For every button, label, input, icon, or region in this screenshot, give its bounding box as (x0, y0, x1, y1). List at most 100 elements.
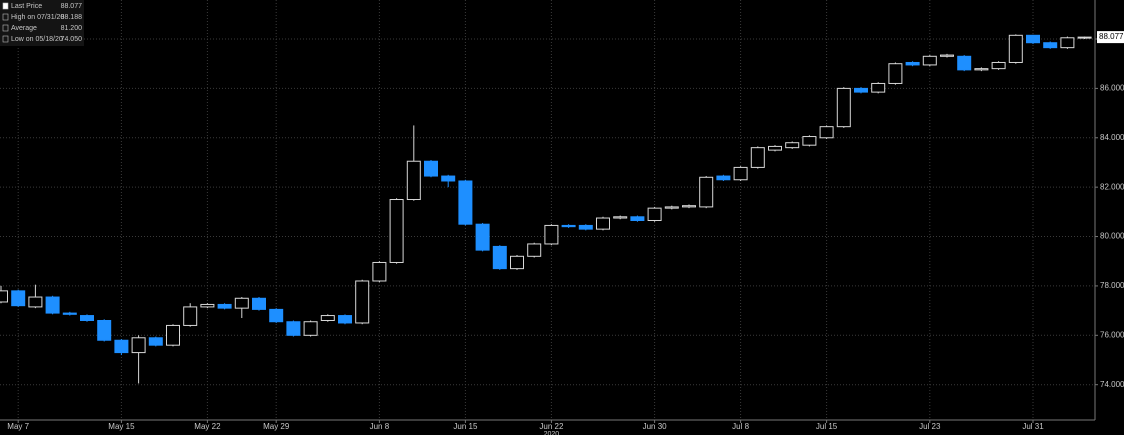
x-tick-label: Jun 30 (643, 422, 668, 431)
legend-label: Last Price (11, 3, 42, 10)
candle-body (613, 216, 628, 219)
candle-body (1043, 42, 1058, 49)
candle-body (389, 199, 404, 263)
y-tick-label: 76.000 (1100, 330, 1124, 339)
candle-body (492, 245, 507, 270)
candle-body (269, 308, 284, 323)
candle-body (166, 324, 180, 346)
candle-body (475, 223, 490, 251)
candle-body (819, 126, 834, 139)
candle-body (596, 217, 610, 230)
candle-body (28, 296, 43, 308)
candle-body (630, 216, 645, 221)
x-tick-label: May 22 (194, 422, 221, 431)
candle-body (200, 303, 215, 308)
candle-body (424, 160, 438, 177)
candle-body (664, 206, 679, 209)
candle-body (45, 296, 60, 314)
x-tick-label: Jul 8 (732, 422, 749, 431)
candle-body (286, 321, 301, 336)
candle-body (768, 145, 782, 151)
candle-body (527, 243, 542, 257)
candle-body (699, 176, 714, 208)
candle-body (733, 166, 748, 181)
candle-body (991, 61, 1006, 70)
candle-body (922, 55, 937, 66)
candle-body (802, 136, 817, 146)
x-tick-label: Jul 23 (919, 422, 941, 431)
x-tick-label: Jun 15 (453, 422, 478, 431)
x-tick-label: Jun 8 (370, 422, 390, 431)
legend-icon (2, 35, 9, 43)
legend-icon (2, 24, 9, 32)
candle-body (80, 315, 94, 321)
candle-body (217, 303, 232, 309)
candle-body (183, 306, 198, 326)
legend-value: 74.050 (61, 36, 83, 43)
legend-value: 88.188 (61, 14, 83, 21)
candle-body (957, 55, 972, 71)
candle-body (561, 224, 576, 228)
last-price-tag (1097, 31, 1124, 44)
y-tick-label: 78.000 (1100, 281, 1124, 290)
candle-body (1026, 34, 1040, 44)
candle-body (1077, 36, 1092, 39)
x-tick-label: Jul 15 (816, 422, 838, 431)
candle-body (544, 224, 559, 245)
candle-body (372, 261, 387, 282)
candle-body (62, 312, 77, 315)
candle-body (338, 315, 352, 324)
candle-body (836, 87, 851, 128)
candle-body (320, 315, 335, 321)
candle-body (303, 321, 318, 336)
candle-body (458, 180, 473, 225)
candle-body (1060, 37, 1075, 49)
candle-body (578, 224, 593, 230)
candle-body (1008, 34, 1023, 63)
y-tick-label: 84.000 (1100, 133, 1124, 142)
legend-label: High on 07/31/20 (11, 14, 64, 21)
candle-body (11, 290, 26, 307)
candle-body (785, 142, 800, 149)
candle-body (974, 68, 989, 71)
legend-box (0, 0, 84, 46)
candle-body (510, 255, 524, 270)
y-tick-label: 74.000 (1100, 380, 1124, 389)
y-tick-label: 86.000 (1100, 84, 1124, 93)
candle-body (114, 339, 129, 354)
candle-body (148, 337, 163, 346)
candle-body (871, 82, 886, 93)
legend-value: 88.077 (61, 3, 83, 10)
candle-body (750, 147, 765, 168)
candle-body (940, 54, 954, 57)
legend-label: Low on 05/18/20 (11, 36, 63, 43)
candle-body (888, 63, 903, 84)
x-tick-label: May 29 (263, 422, 290, 431)
y-tick-label: 82.000 (1100, 182, 1124, 191)
grid (0, 0, 1095, 420)
x-tick-label: May 7 (7, 422, 29, 431)
candle-body (97, 319, 112, 341)
candle-body (716, 175, 731, 181)
candle-body (441, 175, 456, 182)
candle-body (252, 297, 266, 310)
candle-body (355, 280, 370, 324)
candles (0, 34, 1092, 384)
last-price-label: 88.077 (1099, 32, 1124, 41)
x-tick-label: May 15 (108, 422, 135, 431)
x-tick-label: Jun 22 (539, 422, 564, 431)
candle-body (854, 87, 868, 93)
y-tick-label: 80.000 (1100, 232, 1124, 241)
legend-icon (2, 13, 9, 21)
candle-body (682, 205, 696, 208)
candle-body (905, 61, 920, 66)
legend-icon (2, 2, 9, 10)
legend-value: 81.200 (61, 25, 83, 32)
x-axis-label: 2020 (544, 431, 560, 435)
candle-body (647, 207, 662, 221)
candle-body (234, 297, 249, 309)
x-tick-label: Jul 31 (1022, 422, 1044, 431)
